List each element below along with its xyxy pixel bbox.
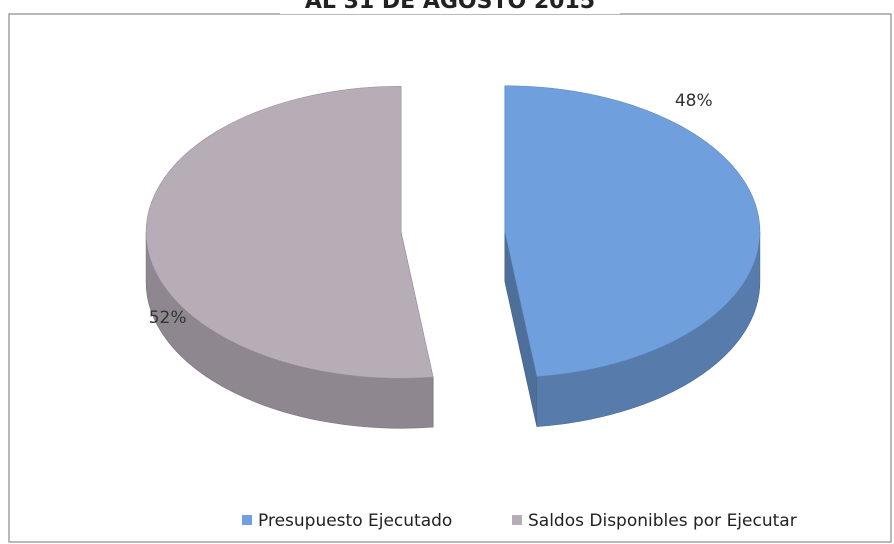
data-label: 48%: [675, 91, 713, 111]
pie-slice: [504, 85, 761, 377]
legend-label: Saldos Disponibles por Ejecutar: [528, 511, 797, 531]
legend-label: Presupuesto Ejecutado: [258, 511, 452, 531]
pie-slice: [145, 85, 434, 379]
data-label: 52%: [149, 308, 187, 328]
legend-swatch: [242, 515, 252, 525]
legend-swatch: [512, 515, 522, 525]
title-backdrop: [280, 0, 620, 14]
chart-title: AL 31 DE AGOSTO 2015: [305, 0, 595, 14]
